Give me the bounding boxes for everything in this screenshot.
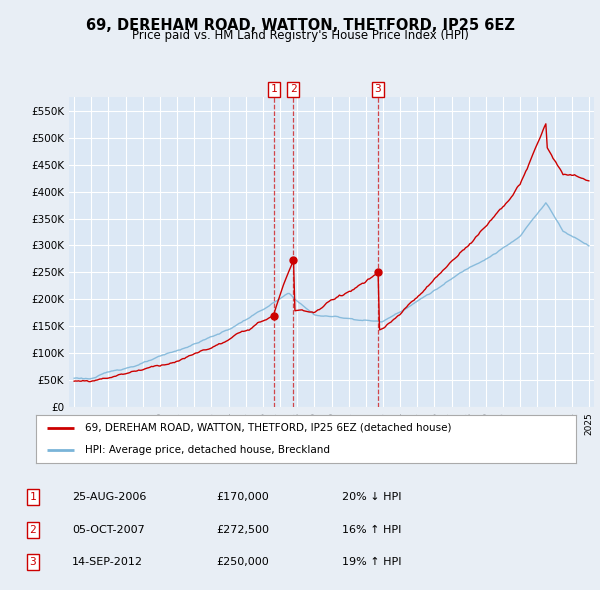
Text: 69, DEREHAM ROAD, WATTON, THETFORD, IP25 6EZ (detached house): 69, DEREHAM ROAD, WATTON, THETFORD, IP25…	[85, 423, 451, 433]
Text: 19% ↑ HPI: 19% ↑ HPI	[342, 558, 401, 567]
Text: £170,000: £170,000	[216, 493, 269, 502]
Text: 2: 2	[290, 84, 296, 94]
Text: £250,000: £250,000	[216, 558, 269, 567]
Text: 2: 2	[29, 525, 37, 535]
Text: 69, DEREHAM ROAD, WATTON, THETFORD, IP25 6EZ: 69, DEREHAM ROAD, WATTON, THETFORD, IP25…	[86, 18, 514, 32]
Text: 25-AUG-2006: 25-AUG-2006	[72, 493, 146, 502]
Text: 05-OCT-2007: 05-OCT-2007	[72, 525, 145, 535]
Text: 3: 3	[374, 84, 382, 94]
Text: 1: 1	[271, 84, 277, 94]
Text: 14-SEP-2012: 14-SEP-2012	[72, 558, 143, 567]
Text: 16% ↑ HPI: 16% ↑ HPI	[342, 525, 401, 535]
Text: £272,500: £272,500	[216, 525, 269, 535]
Text: 1: 1	[29, 493, 37, 502]
Text: HPI: Average price, detached house, Breckland: HPI: Average price, detached house, Brec…	[85, 445, 329, 455]
Text: Price paid vs. HM Land Registry's House Price Index (HPI): Price paid vs. HM Land Registry's House …	[131, 30, 469, 42]
Text: 3: 3	[29, 558, 37, 567]
Text: 20% ↓ HPI: 20% ↓ HPI	[342, 493, 401, 502]
